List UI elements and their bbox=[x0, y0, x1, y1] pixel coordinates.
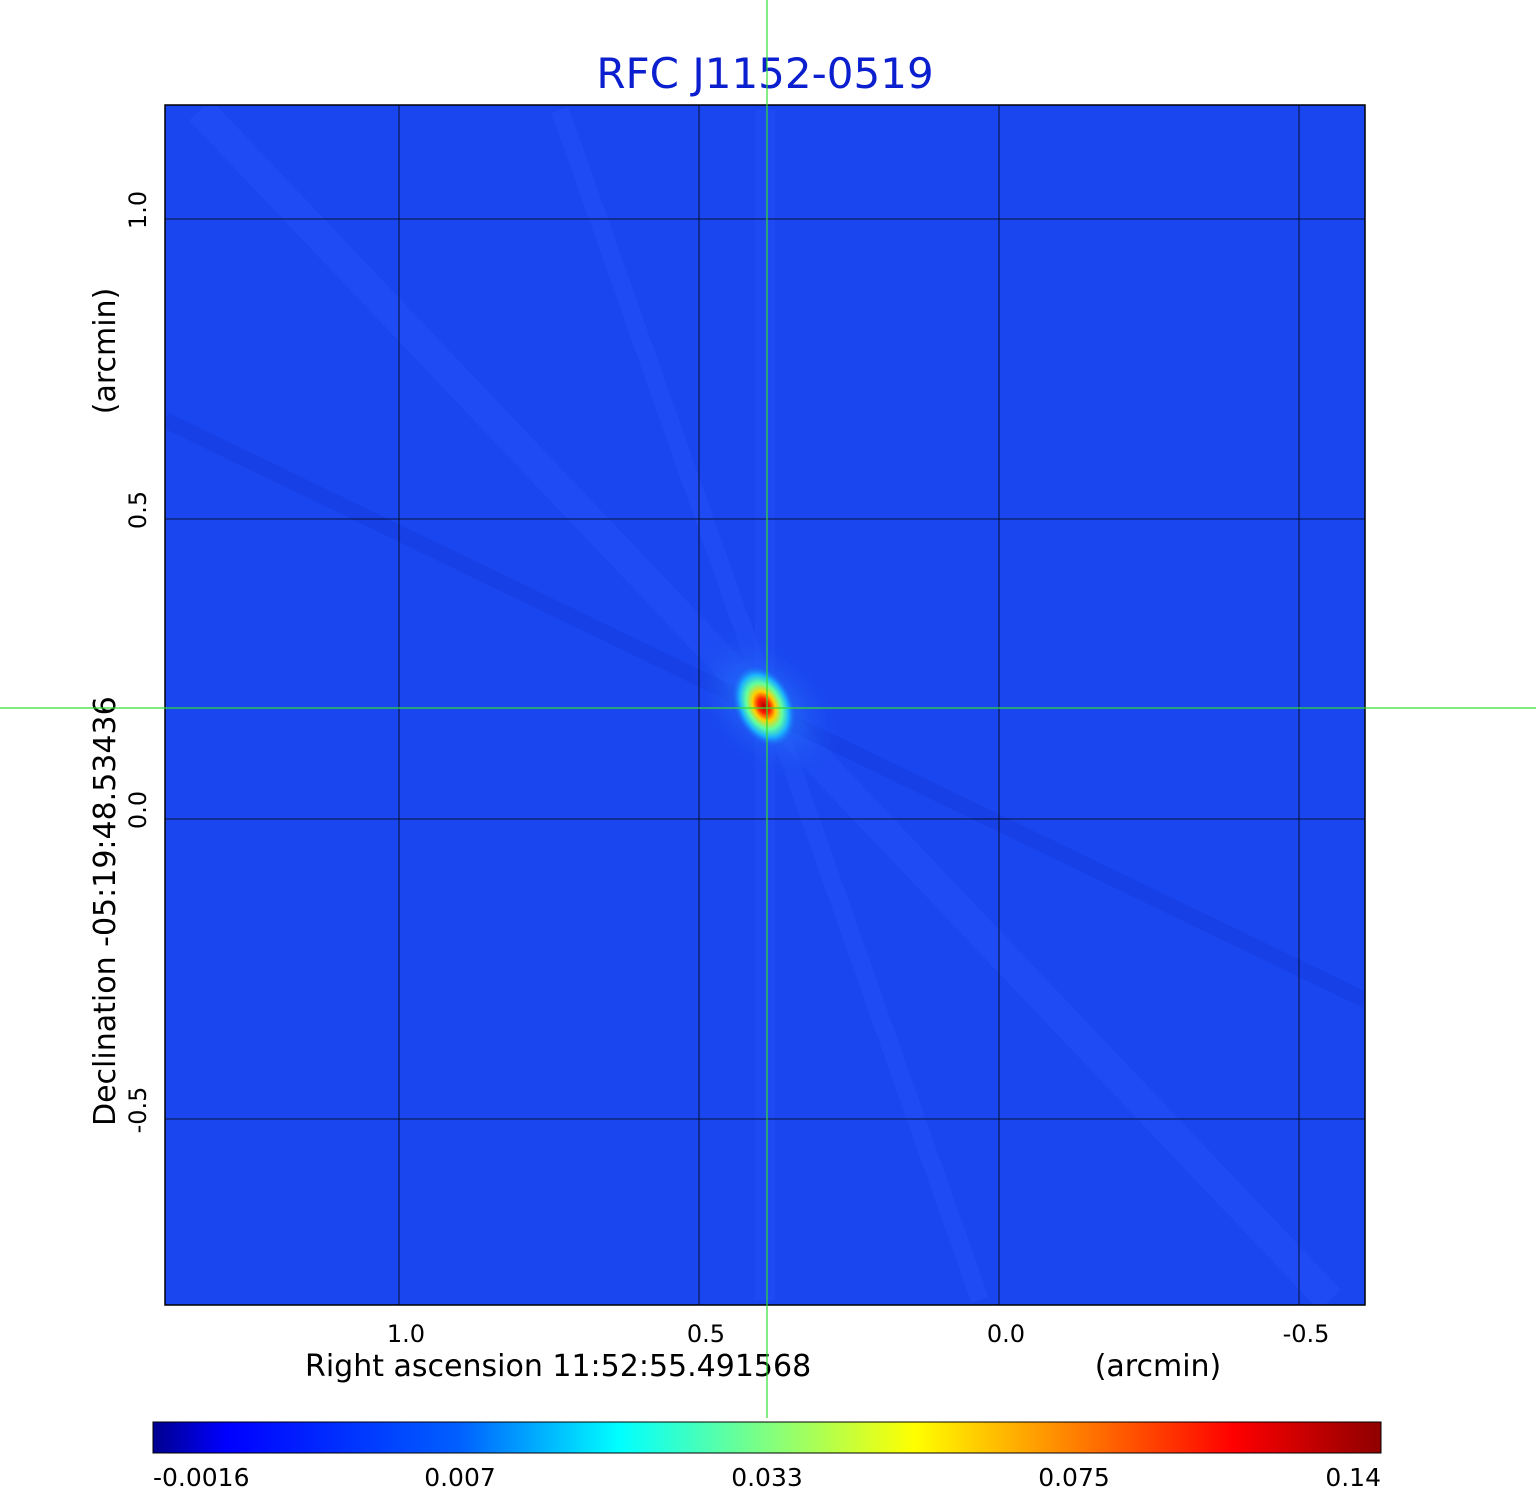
x-tick-label: 0.0 bbox=[987, 1320, 1025, 1348]
colorbar-tick-label: 0.14 bbox=[1325, 1463, 1381, 1492]
chart-title: RFC J1152-0519 bbox=[596, 49, 933, 98]
y-tick-labels: 1.0 0.5 0.0 -0.5 bbox=[124, 191, 152, 1134]
colorbar bbox=[152, 1421, 1382, 1454]
colorbar-tick-label: -0.0016 bbox=[153, 1463, 250, 1492]
colorbar-ticks: -0.0016 0.007 0.033 0.075 0.14 bbox=[153, 1463, 1381, 1492]
y-axis-label: Declination -05:19:48.53436 bbox=[88, 696, 123, 1126]
y-tick-label: 1.0 bbox=[124, 191, 152, 229]
y-tick-label: -0.5 bbox=[124, 1087, 152, 1134]
colorbar-tick-label: 0.033 bbox=[731, 1463, 803, 1492]
plot-frame bbox=[164, 104, 1366, 1306]
emission-features bbox=[165, 105, 1365, 1305]
colorbar-tick-label: 0.007 bbox=[424, 1463, 496, 1492]
x-axis-label: Right ascension 11:52:55.491568 bbox=[305, 1349, 811, 1384]
source-core bbox=[731, 664, 797, 748]
y-tick-label: 0.0 bbox=[124, 791, 152, 829]
x-tick-label: -0.5 bbox=[1283, 1320, 1330, 1348]
grid-lines bbox=[165, 105, 1365, 1305]
colorbar-tick-label: 0.075 bbox=[1038, 1463, 1110, 1492]
x-tick-label: 0.5 bbox=[687, 1320, 725, 1348]
x-tick-labels: 1.0 0.5 0.0 -0.5 bbox=[387, 1320, 1330, 1348]
x-axis-unit: (arcmin) bbox=[1095, 1349, 1222, 1384]
x-tick-label: 1.0 bbox=[387, 1320, 425, 1348]
y-tick-label: 0.5 bbox=[124, 491, 152, 529]
y-axis-unit: (arcmin) bbox=[88, 288, 123, 415]
